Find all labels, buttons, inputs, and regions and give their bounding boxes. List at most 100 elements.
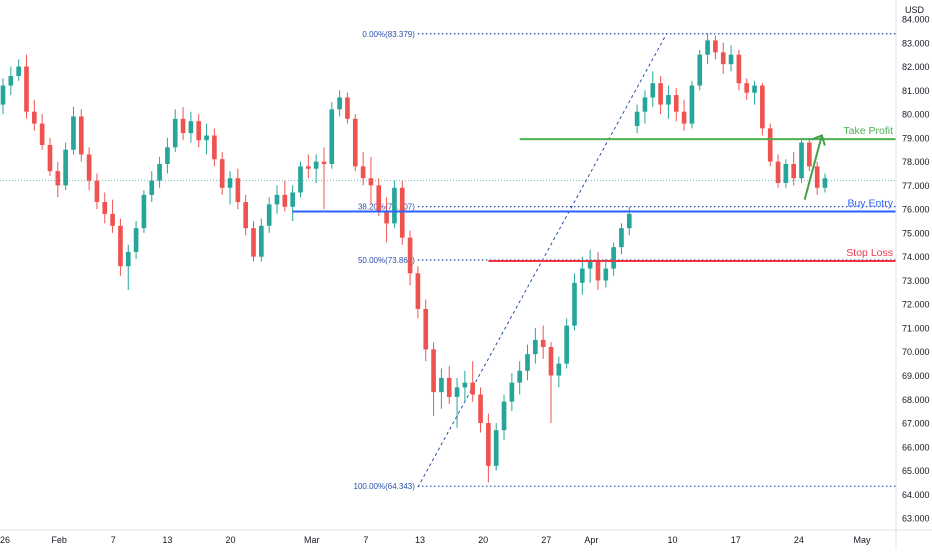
candle-body (110, 213, 115, 226)
candle (259, 218, 264, 262)
candle-body (282, 194, 288, 207)
candle-body (423, 308, 429, 350)
candle (752, 80, 757, 105)
time-tick-label: 26 (0, 535, 10, 545)
price-tick-label: 68.000 (902, 395, 930, 405)
time-tick-label: 27 (541, 535, 551, 545)
candles-layer (0, 33, 828, 483)
candle-body (133, 228, 139, 252)
candle (587, 249, 593, 283)
candle (517, 361, 523, 395)
candle-body (47, 144, 53, 172)
candle-body (352, 118, 358, 167)
candle-body (235, 178, 241, 203)
candle-body (219, 159, 225, 188)
time-tick-label: Feb (51, 535, 67, 545)
candle (595, 251, 601, 290)
candle (454, 377, 460, 428)
price-tick-label: 81.000 (902, 86, 930, 96)
candle-body (595, 261, 601, 281)
candle (71, 106, 76, 155)
candle (744, 78, 750, 100)
candle (133, 221, 139, 260)
candle (705, 33, 710, 65)
candle (329, 102, 335, 169)
levels-layer: Take Profit78.944Buy Entry75.901Stop Los… (292, 125, 931, 268)
candle (619, 223, 624, 255)
candle (611, 242, 616, 276)
candle (791, 152, 797, 186)
candle (579, 256, 585, 295)
candle-body (752, 85, 757, 93)
candle-body (775, 161, 781, 184)
time-tick-label: 10 (668, 535, 678, 545)
candle (298, 161, 303, 198)
candle-body (172, 118, 178, 148)
candle-body (572, 282, 577, 326)
time-tick-label: Mar (304, 535, 320, 545)
candle (478, 387, 483, 433)
candle (219, 152, 225, 195)
candle (470, 361, 476, 402)
candle (392, 180, 397, 229)
candle-body (744, 83, 750, 93)
candle (16, 59, 21, 81)
candle (360, 152, 366, 186)
candle (407, 230, 413, 286)
time-axis[interactable]: 26 Feb 7 13 20 Mar 7 13 20 27 Apr 10 17 24 May (0, 529, 932, 545)
candle (634, 104, 640, 134)
candle-body (689, 85, 695, 124)
candle-body (807, 142, 812, 167)
candle-body (478, 394, 483, 424)
price-tick-label: 72.000 (902, 300, 930, 310)
candle (439, 368, 444, 409)
candle-body (462, 382, 468, 388)
candle-body (564, 325, 569, 364)
price-tick-label: 75.000 (902, 228, 930, 238)
candle (423, 299, 429, 362)
candle-body (642, 97, 648, 112)
fib-level-label: 0.00%(83.379) (362, 30, 415, 39)
candle-body (470, 382, 476, 395)
time-tick-label: 7 (363, 535, 368, 545)
candle-body (165, 147, 170, 164)
candle-body (251, 228, 256, 257)
time-tick-label: 20 (478, 535, 488, 545)
price-axis-bg[interactable] (896, 0, 932, 550)
candle-body (274, 194, 280, 205)
fib-level-label: 50.00%(73.861) (358, 256, 415, 265)
candle-body (0, 85, 6, 105)
candle (172, 109, 178, 153)
candle (118, 218, 123, 276)
candle-body (188, 121, 194, 134)
price-tick-label: 82.000 (902, 62, 930, 72)
candle (274, 185, 280, 214)
candle-body (666, 95, 671, 105)
candle (102, 192, 108, 224)
candle (165, 137, 170, 174)
candle (415, 266, 421, 319)
candle (399, 180, 405, 245)
price-tick-label: 71.000 (902, 323, 930, 333)
candle-body (673, 95, 679, 112)
candle (446, 366, 452, 405)
candle-body (705, 40, 710, 55)
candle-body (55, 171, 61, 186)
candle (501, 394, 507, 440)
candle (556, 356, 562, 388)
candle-body (266, 204, 272, 226)
candle-body (799, 142, 804, 179)
candle (486, 413, 491, 483)
candle-body (360, 166, 366, 179)
candle (509, 373, 515, 412)
candle-body (259, 225, 264, 257)
candle (63, 142, 68, 191)
candle-body (760, 85, 765, 129)
candle-body (212, 135, 217, 160)
candle-body (415, 273, 421, 309)
candle-body (446, 377, 452, 397)
candle-body (540, 339, 546, 347)
